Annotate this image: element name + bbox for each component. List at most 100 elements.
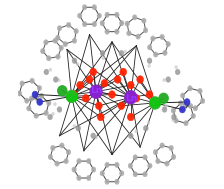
Ellipse shape bbox=[175, 69, 180, 75]
Ellipse shape bbox=[165, 161, 169, 166]
Ellipse shape bbox=[148, 64, 151, 67]
Ellipse shape bbox=[115, 29, 119, 34]
Ellipse shape bbox=[174, 118, 178, 123]
Ellipse shape bbox=[27, 106, 31, 111]
Ellipse shape bbox=[188, 86, 192, 91]
Ellipse shape bbox=[120, 171, 124, 176]
Text: Cd: Cd bbox=[149, 99, 162, 108]
Ellipse shape bbox=[95, 136, 98, 139]
Ellipse shape bbox=[53, 102, 56, 106]
Ellipse shape bbox=[179, 106, 185, 113]
Ellipse shape bbox=[142, 18, 146, 23]
Ellipse shape bbox=[72, 167, 76, 172]
Ellipse shape bbox=[120, 21, 124, 26]
Ellipse shape bbox=[188, 103, 193, 109]
Ellipse shape bbox=[114, 76, 121, 83]
Ellipse shape bbox=[115, 179, 119, 184]
Ellipse shape bbox=[71, 91, 78, 98]
Text: Ln: Ln bbox=[125, 94, 137, 103]
Ellipse shape bbox=[105, 12, 109, 17]
Ellipse shape bbox=[66, 149, 71, 155]
Ellipse shape bbox=[56, 54, 60, 59]
Ellipse shape bbox=[60, 143, 64, 148]
Ellipse shape bbox=[200, 98, 205, 104]
Ellipse shape bbox=[39, 93, 44, 98]
Ellipse shape bbox=[127, 113, 134, 121]
Ellipse shape bbox=[148, 163, 152, 168]
Ellipse shape bbox=[72, 58, 77, 64]
Ellipse shape bbox=[183, 103, 188, 108]
Ellipse shape bbox=[184, 99, 190, 105]
Ellipse shape bbox=[115, 12, 119, 17]
Ellipse shape bbox=[47, 56, 51, 61]
Ellipse shape bbox=[76, 63, 79, 66]
Ellipse shape bbox=[56, 35, 60, 40]
Ellipse shape bbox=[171, 108, 176, 113]
Ellipse shape bbox=[90, 85, 102, 98]
Ellipse shape bbox=[49, 68, 52, 71]
Ellipse shape bbox=[77, 158, 81, 164]
Ellipse shape bbox=[146, 91, 153, 98]
Ellipse shape bbox=[86, 175, 91, 181]
Ellipse shape bbox=[82, 22, 87, 27]
Ellipse shape bbox=[44, 40, 48, 45]
Ellipse shape bbox=[119, 50, 124, 56]
Ellipse shape bbox=[127, 31, 131, 36]
Ellipse shape bbox=[150, 97, 161, 109]
Ellipse shape bbox=[59, 45, 63, 50]
Ellipse shape bbox=[66, 90, 77, 103]
Text: Ln: Ln bbox=[90, 86, 102, 95]
Ellipse shape bbox=[20, 81, 24, 86]
Ellipse shape bbox=[97, 13, 101, 18]
Ellipse shape bbox=[25, 98, 29, 103]
Ellipse shape bbox=[92, 5, 97, 10]
Ellipse shape bbox=[77, 175, 81, 181]
Ellipse shape bbox=[53, 38, 57, 43]
Ellipse shape bbox=[109, 91, 115, 98]
Ellipse shape bbox=[125, 21, 129, 26]
Ellipse shape bbox=[86, 158, 91, 164]
Ellipse shape bbox=[127, 81, 134, 89]
Ellipse shape bbox=[105, 179, 109, 184]
Ellipse shape bbox=[147, 58, 152, 64]
Ellipse shape bbox=[162, 107, 167, 112]
Ellipse shape bbox=[57, 107, 62, 112]
Ellipse shape bbox=[76, 125, 81, 131]
Ellipse shape bbox=[137, 76, 144, 83]
Ellipse shape bbox=[128, 133, 133, 139]
Ellipse shape bbox=[47, 101, 51, 106]
Ellipse shape bbox=[78, 13, 82, 18]
Ellipse shape bbox=[51, 145, 55, 150]
Ellipse shape bbox=[143, 125, 148, 131]
Ellipse shape bbox=[77, 81, 84, 89]
Ellipse shape bbox=[86, 76, 93, 83]
Ellipse shape bbox=[133, 172, 138, 177]
Ellipse shape bbox=[48, 154, 53, 160]
Ellipse shape bbox=[143, 172, 147, 177]
Ellipse shape bbox=[147, 45, 152, 50]
Ellipse shape bbox=[147, 121, 150, 125]
Ellipse shape bbox=[163, 50, 167, 56]
Ellipse shape bbox=[105, 162, 109, 167]
Ellipse shape bbox=[153, 149, 158, 155]
Ellipse shape bbox=[37, 99, 43, 105]
Ellipse shape bbox=[136, 34, 140, 39]
Ellipse shape bbox=[105, 29, 109, 34]
Ellipse shape bbox=[115, 162, 119, 167]
Ellipse shape bbox=[91, 167, 96, 172]
Ellipse shape bbox=[160, 143, 164, 148]
Ellipse shape bbox=[74, 29, 78, 34]
Ellipse shape bbox=[34, 113, 38, 118]
Ellipse shape bbox=[143, 28, 148, 33]
Ellipse shape bbox=[124, 50, 127, 53]
Ellipse shape bbox=[132, 15, 137, 20]
Ellipse shape bbox=[30, 78, 34, 83]
Ellipse shape bbox=[175, 66, 178, 69]
Ellipse shape bbox=[29, 96, 34, 101]
Ellipse shape bbox=[143, 155, 147, 160]
Ellipse shape bbox=[125, 91, 137, 104]
Ellipse shape bbox=[178, 101, 183, 106]
Ellipse shape bbox=[100, 21, 104, 26]
Ellipse shape bbox=[55, 161, 59, 166]
Ellipse shape bbox=[17, 91, 22, 96]
